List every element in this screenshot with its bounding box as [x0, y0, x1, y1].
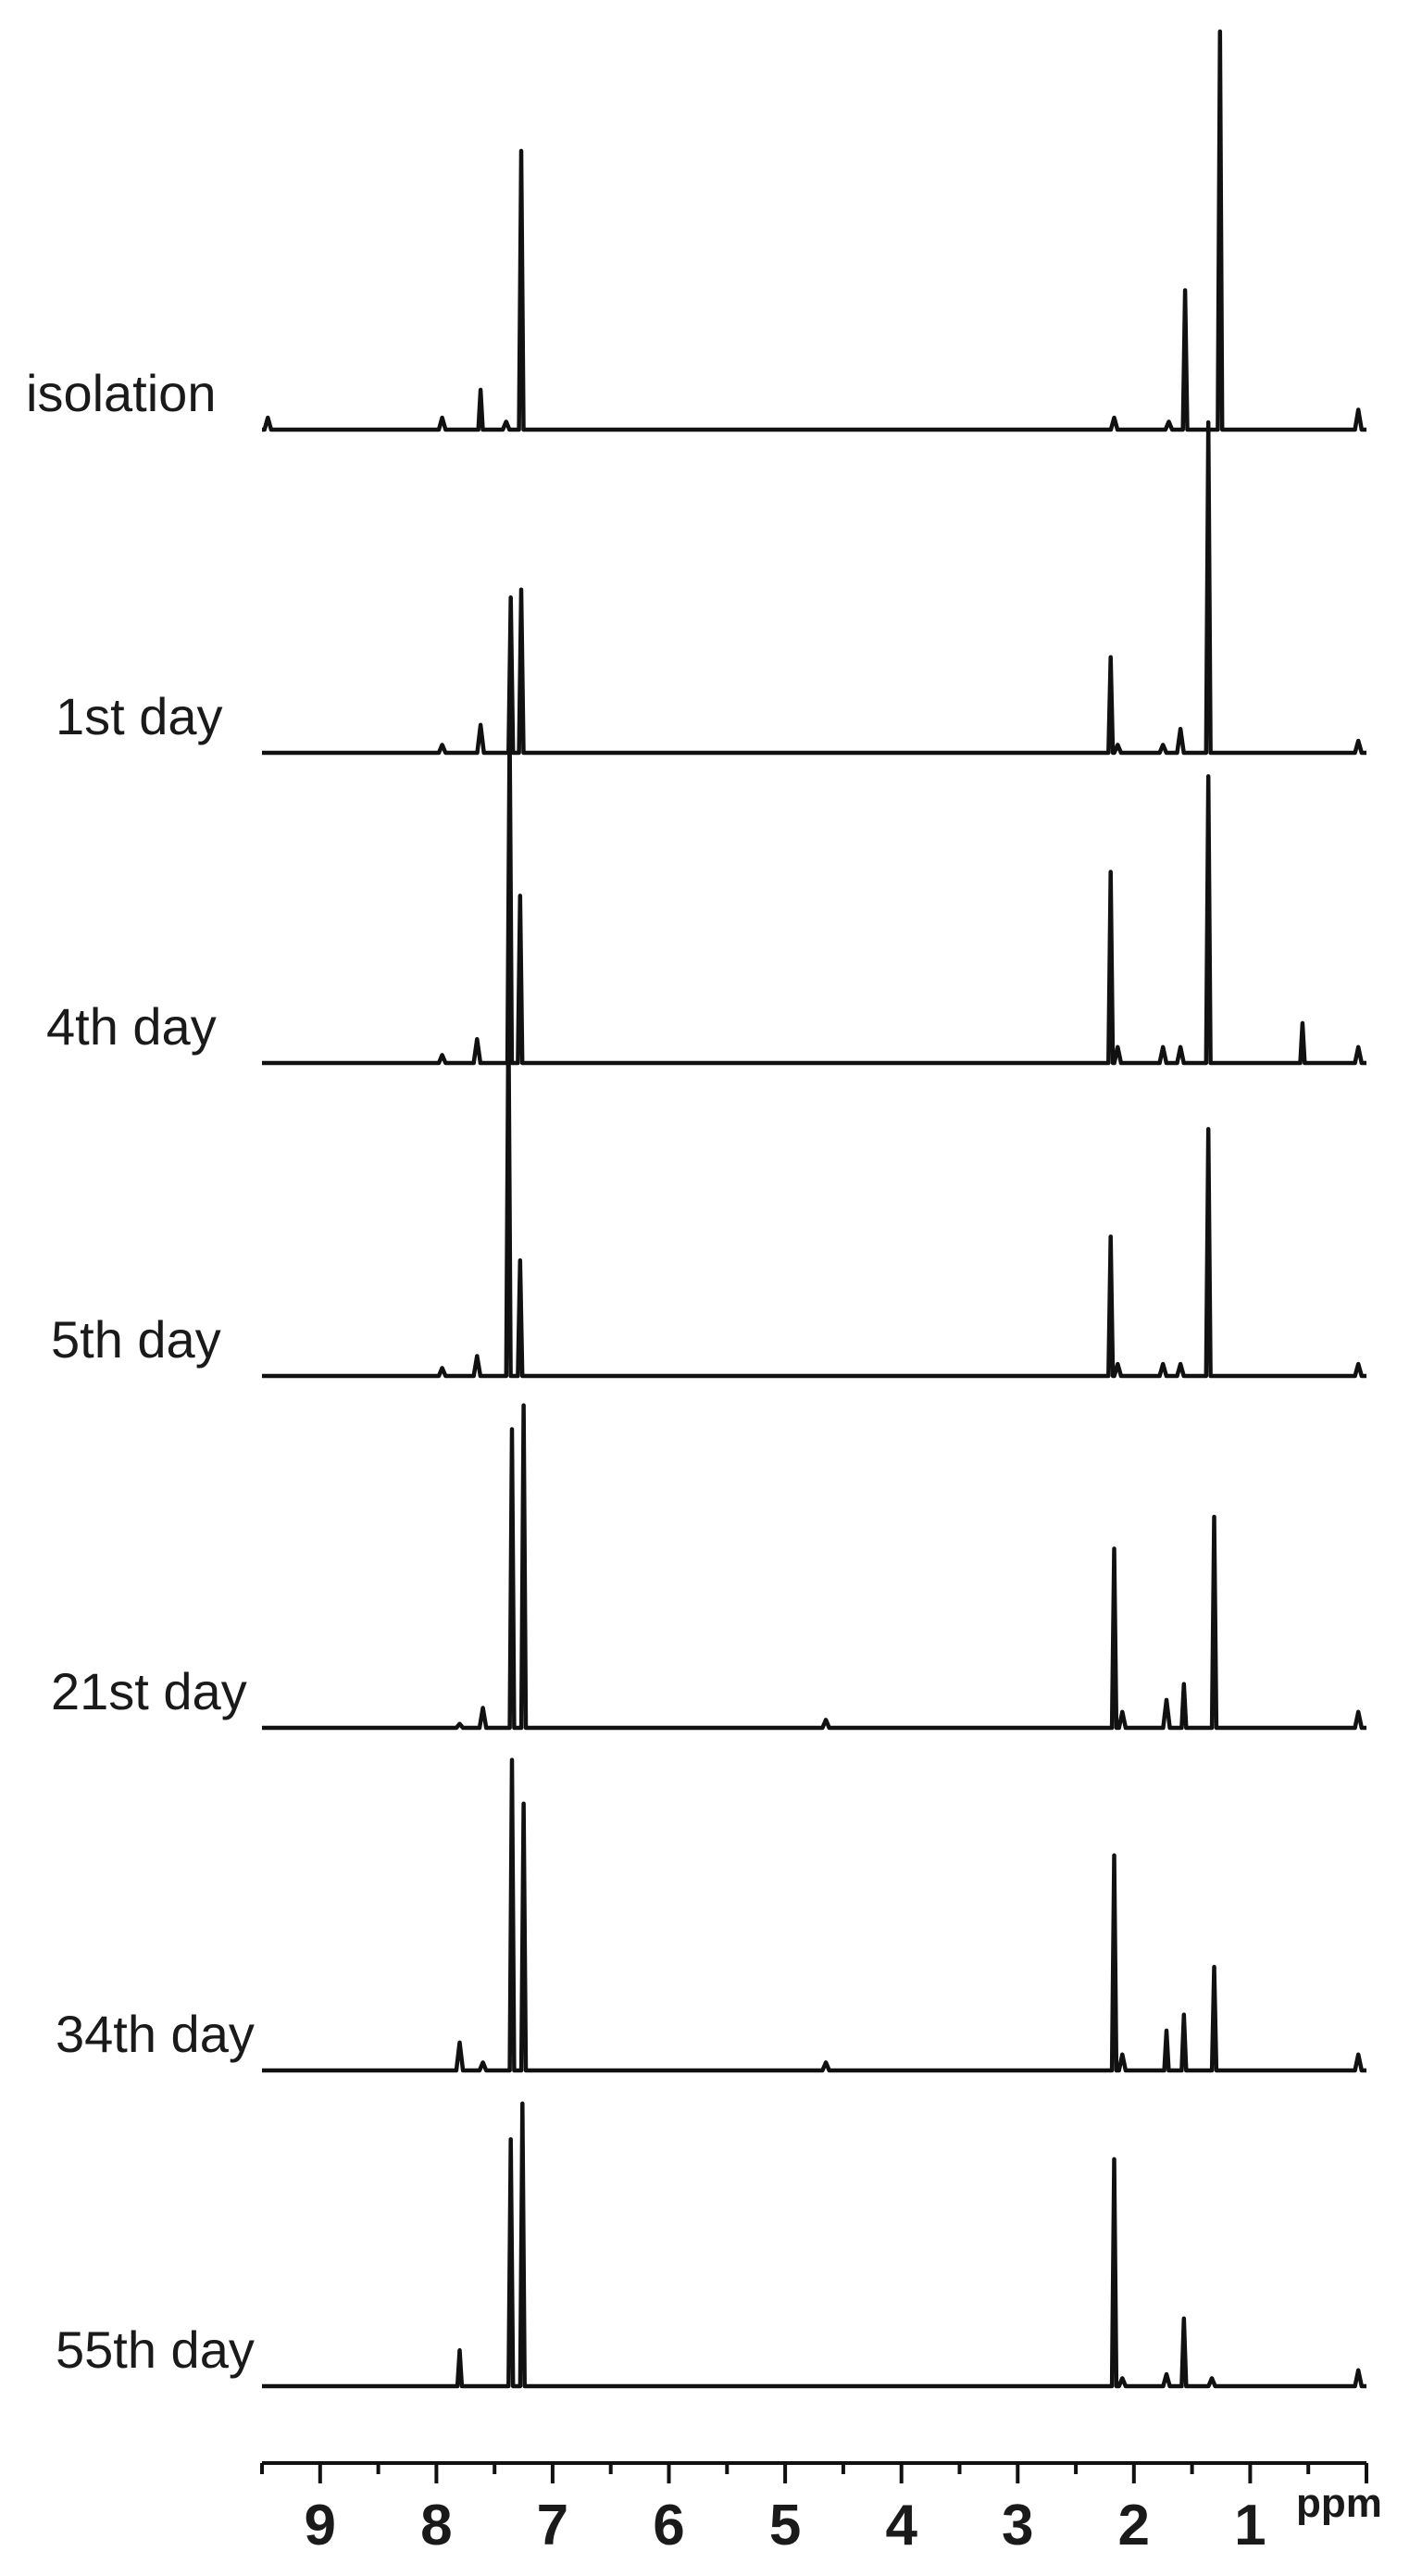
trace-55th-day — [262, 2101, 1366, 2389]
trace-label-5th-day: 5th day — [51, 1310, 221, 1369]
x-axis-label: ppm — [1296, 2481, 1382, 2526]
trace-label-34th-day: 34th day — [56, 2005, 255, 2063]
x-tick-label-2: 2 — [1118, 2494, 1150, 2557]
trace-1st-day — [262, 419, 1366, 756]
trace-5th-day — [262, 1007, 1366, 1379]
x-tick-label-7: 7 — [537, 2494, 568, 2557]
x-tick-label-1: 1 — [1234, 2494, 1266, 2557]
trace-label-4th-day: 4th day — [46, 997, 217, 1056]
trace-label-55th-day: 55th day — [56, 2320, 255, 2379]
x-axis-ticks: 9 8 7 6 5 4 3 2 1 — [260, 2463, 1368, 2557]
trace-4th-day — [262, 726, 1366, 1066]
trace-label-1st-day: 1st day — [56, 687, 223, 745]
spectra-traces — [262, 29, 1366, 2389]
trace-label-isolation: isolation — [26, 364, 216, 422]
x-tick-label-9: 9 — [305, 2494, 336, 2557]
x-tick-label-3: 3 — [1002, 2494, 1033, 2557]
trace-21st-day — [262, 1403, 1366, 1731]
trace-label-21st-day: 21st day — [51, 1662, 247, 1720]
x-tick-label-6: 6 — [653, 2494, 684, 2557]
trace-34th-day — [262, 1757, 1366, 2073]
x-tick-label-8: 8 — [420, 2494, 452, 2557]
trace-isolation — [262, 29, 1366, 432]
x-tick-label-5: 5 — [769, 2494, 801, 2557]
x-tick-label-4: 4 — [885, 2494, 917, 2557]
x-axis: 9 8 7 6 5 4 3 2 1 ppm — [260, 2461, 1382, 2557]
trace-labels: isolation 1st day 4th day 5th day 21st day 34… — [26, 364, 255, 2379]
